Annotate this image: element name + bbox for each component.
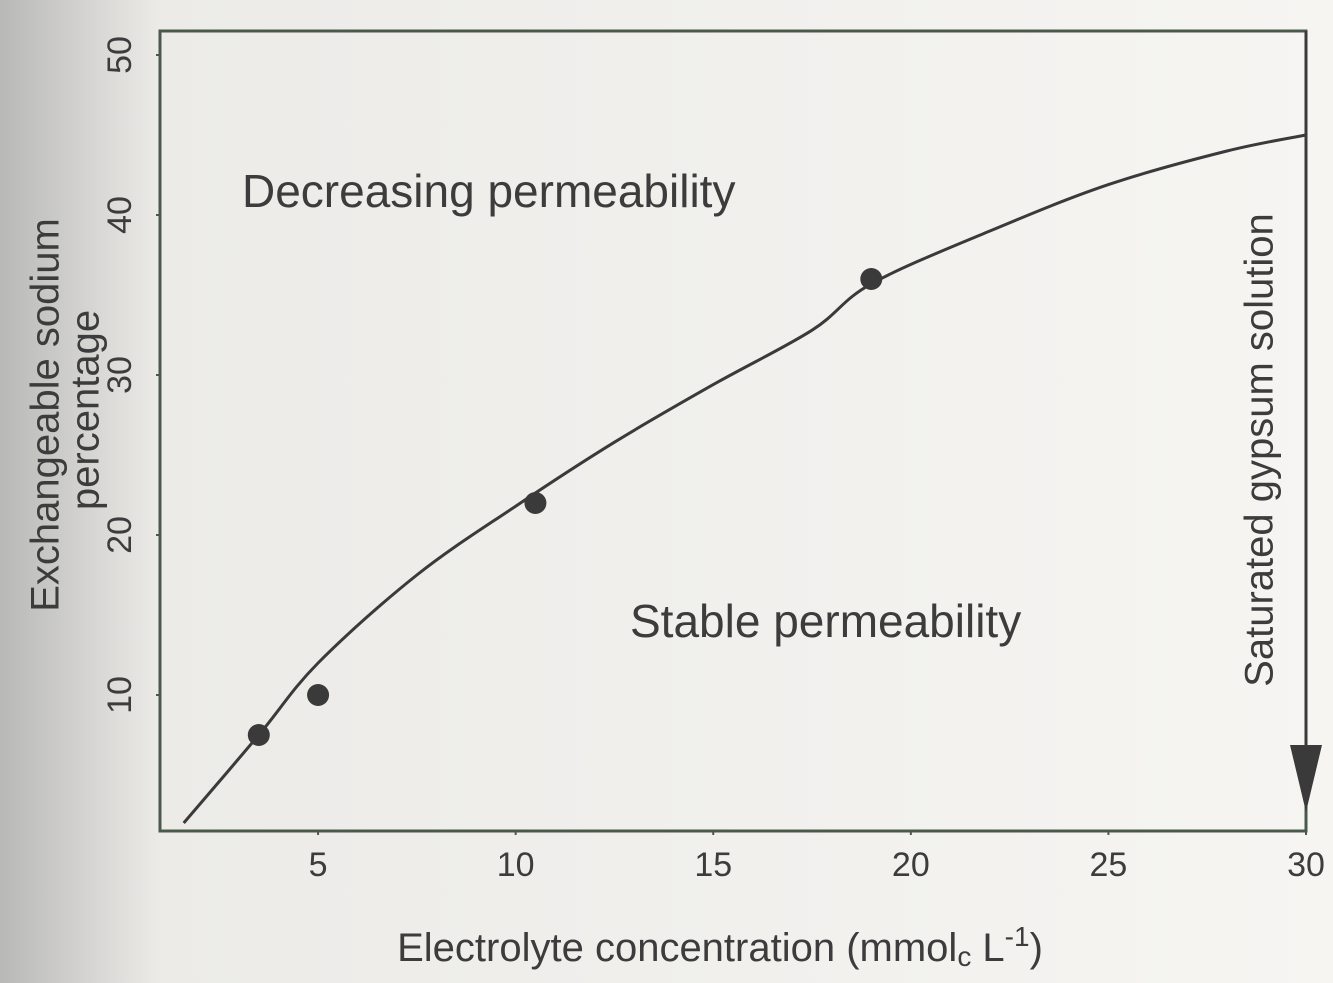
- data-point: [524, 492, 547, 514]
- y-axis-label: percentage: [64, 310, 108, 510]
- x-axis-label-part: -1: [1005, 921, 1030, 952]
- x-tick-label: 5: [309, 846, 328, 884]
- data-point: [860, 268, 883, 290]
- x-axis-label-part: Electrolyte concentration (mmol: [397, 926, 957, 970]
- y-tick-label: 30: [101, 356, 139, 394]
- x-axis-label-part: L: [971, 926, 1004, 970]
- y-tick-label: 20: [101, 516, 139, 554]
- x-axis-label-part: c: [957, 941, 971, 972]
- x-tick-label: 20: [892, 846, 930, 884]
- y-axis-label: Exchangeable sodium: [24, 218, 68, 612]
- x-tick-label: 10: [497, 846, 535, 884]
- arrow-head: [1290, 745, 1322, 812]
- x-tick-label: 25: [1089, 846, 1127, 884]
- y-tick-label: 50: [101, 36, 139, 74]
- annotation: Stable permeability: [630, 595, 1021, 647]
- x-axis-label-part: ): [1030, 926, 1043, 970]
- annotation: Decreasing permeability: [242, 165, 735, 217]
- x-axis-label: Electrolyte concentration (mmolc L-1): [397, 921, 1043, 972]
- fitted-curve: [182, 133, 1307, 824]
- y-tick-label: 40: [101, 196, 139, 234]
- y-tick-label: 10: [101, 676, 139, 714]
- x-tick-label: 15: [694, 846, 732, 884]
- x-tick-label: 30: [1287, 846, 1325, 884]
- data-point: [307, 684, 330, 706]
- annotation: Saturated gypsum solution: [1238, 213, 1282, 687]
